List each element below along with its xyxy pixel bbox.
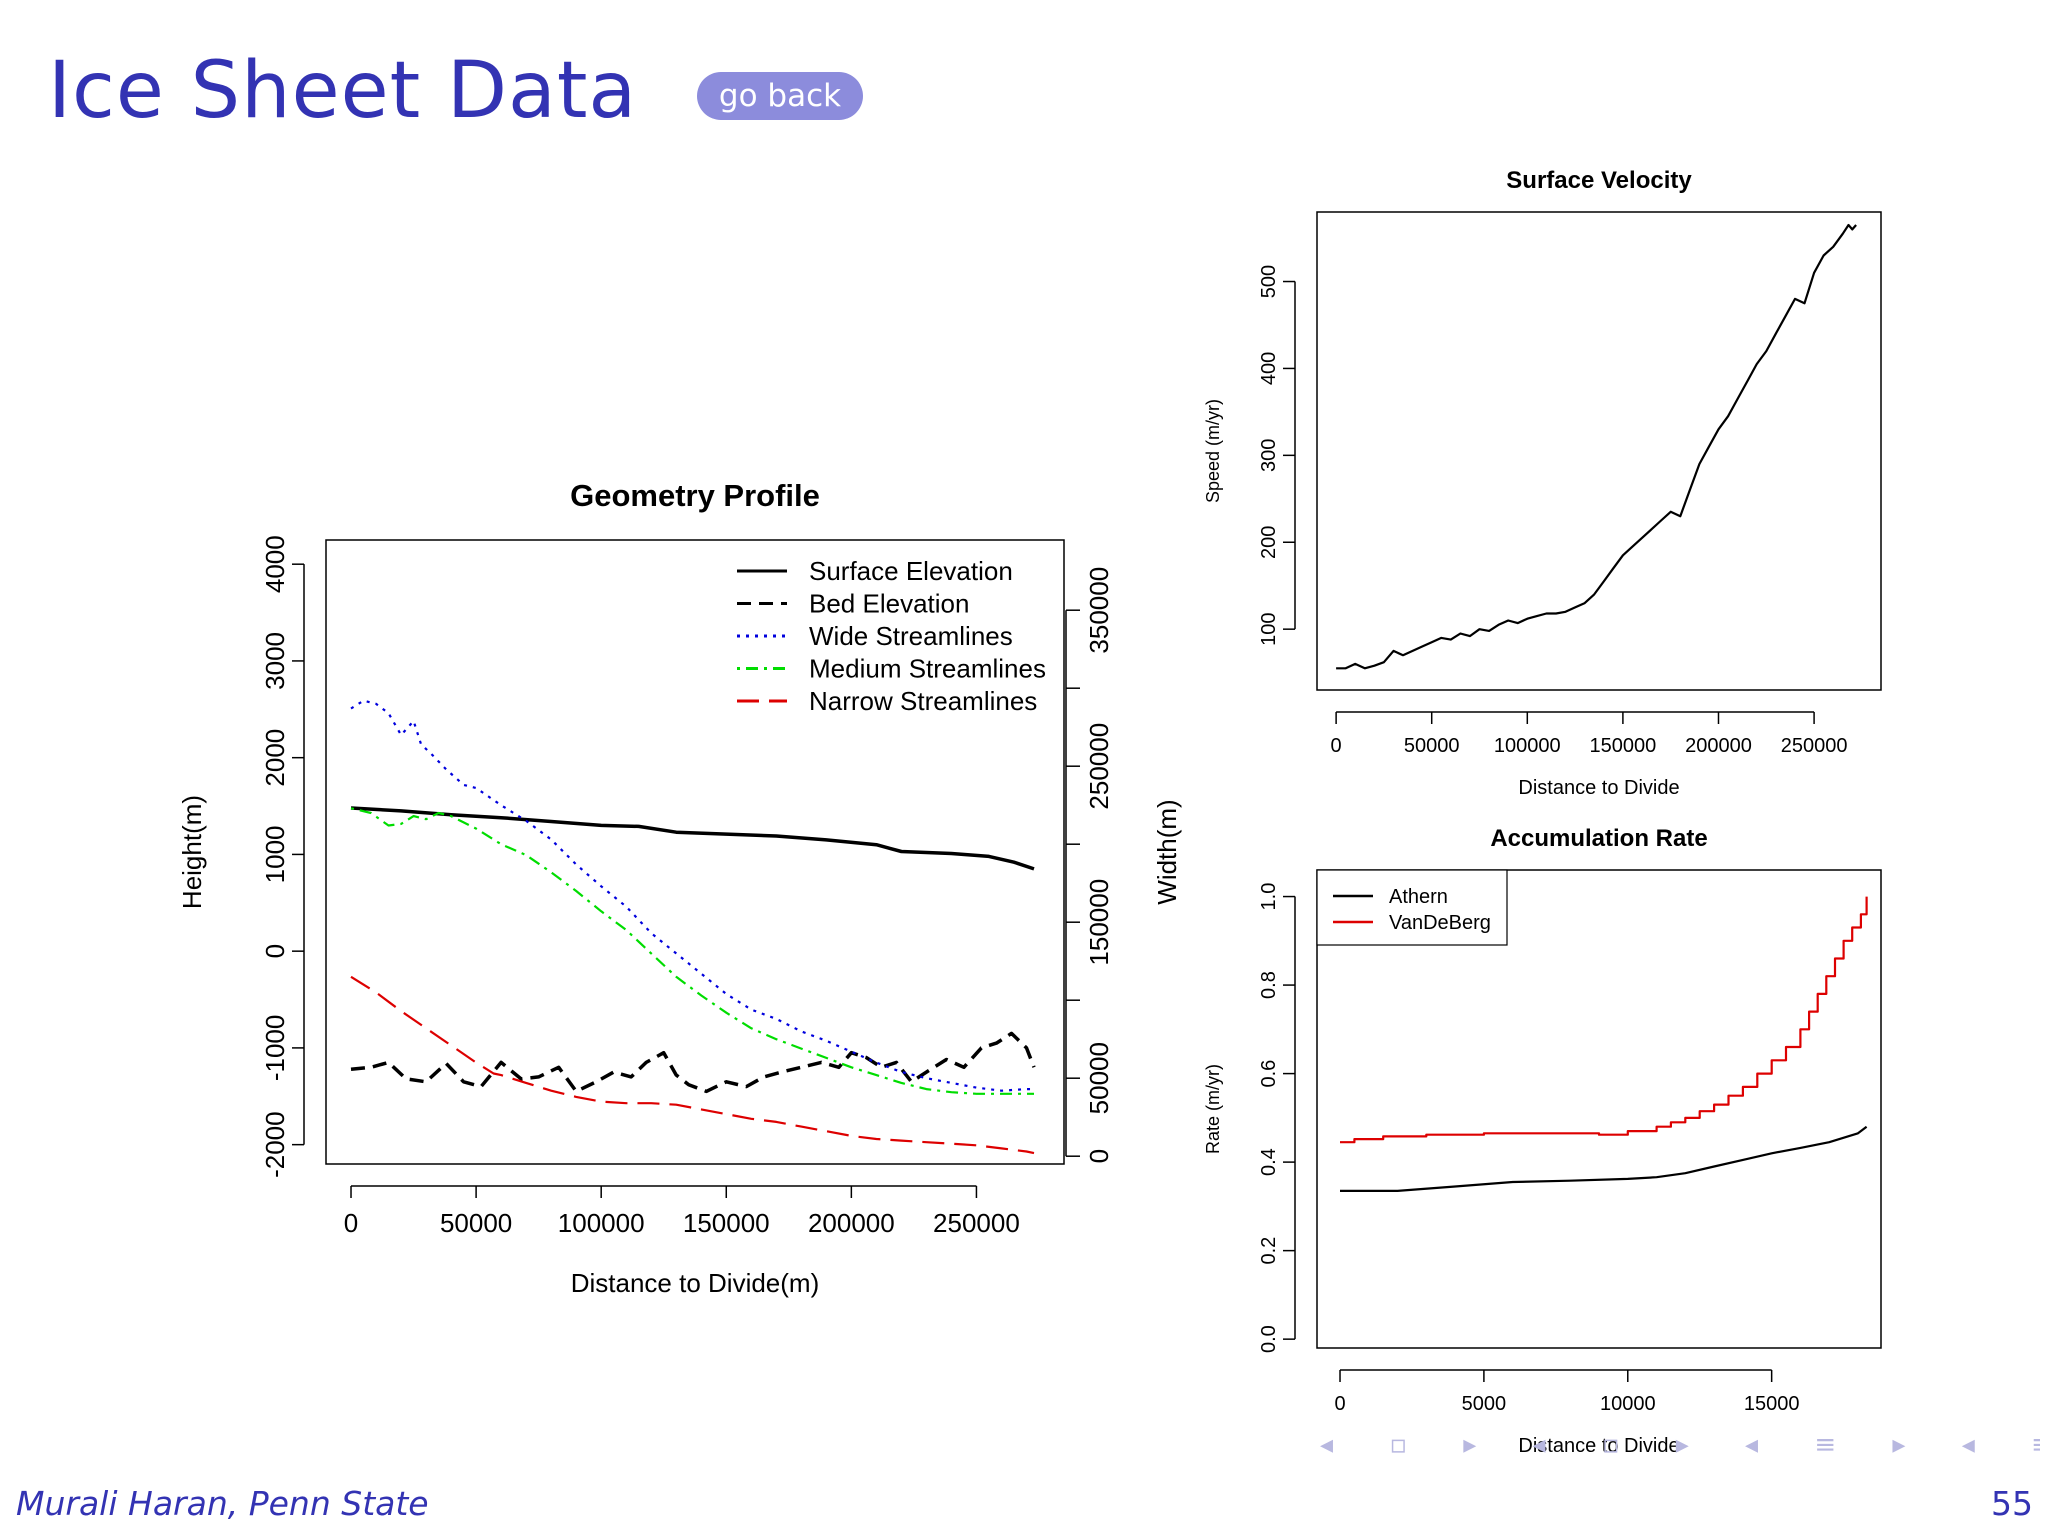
series-line-wide-streamlines (350, 699, 1034, 1092)
y-tick-label: 0 (260, 944, 290, 958)
x-tick-label: 0 (1331, 735, 1342, 757)
footer-author: Murali Haran, Penn State (16, 1484, 429, 1523)
x-tick-label: 150000 (1590, 735, 1657, 757)
x-axis-label: Distance to Divide(m) (571, 1268, 820, 1298)
y-tick-label: 0.2 (1258, 1237, 1280, 1265)
series-line-bed-elevation (350, 1031, 1036, 1094)
y-axis-label: Height(m) (177, 795, 207, 909)
y-tick-label: 400 (1258, 352, 1280, 385)
x-tick-label: 0 (1334, 1393, 1345, 1415)
plot-frame (325, 539, 1065, 1165)
y2-tick-label: 250000 (1084, 723, 1114, 810)
legend-label: Bed Elevation (809, 589, 969, 619)
series-line-0 (1336, 223, 1857, 670)
chart-1: Surface Velocity 0 50000 100000 150000 200000… (1203, 167, 1882, 799)
y-tick-label: 4000 (260, 535, 290, 593)
y-tick-label: -2000 (260, 1111, 290, 1178)
x-tick-label: 50000 (440, 1208, 512, 1238)
legend-label: VanDeBerg (1389, 912, 1491, 934)
y-axis-label: Speed (m/yr) (1203, 399, 1223, 503)
x-tick-label: 250000 (1781, 735, 1848, 757)
x-tick-label: 200000 (1685, 735, 1752, 757)
x-tick-label: 50000 (1404, 735, 1460, 757)
series-line-athern (1340, 1125, 1868, 1193)
y2-tick-label: 150000 (1084, 879, 1114, 966)
chart-2: Accumulation Rate 0 5000 10000 15000 Distance… (1203, 825, 1882, 1457)
x-axis-label: Distance to Divide (1518, 1435, 1679, 1457)
x-tick-label: 250000 (933, 1208, 1020, 1238)
y-tick-label: 300 (1258, 439, 1280, 472)
y-tick-label: 0.0 (1258, 1325, 1280, 1353)
chart-title: Accumulation Rate (1490, 825, 1707, 852)
x-tick-label: 5000 (1462, 1393, 1507, 1415)
series-line-surface-elevation (350, 806, 1035, 871)
y-tick-label: 0.8 (1258, 971, 1280, 999)
series-line-narrow-streamlines (350, 975, 1035, 1155)
y-tick-label: 100 (1258, 612, 1280, 645)
legend-label: Medium Streamlines (809, 654, 1046, 684)
beamer-navigation-symbols[interactable]: ◂ ▫ ▸ ◂ ▫ ▸ ◂ ≡ ▸ ◂ ≡ ▸ ≡ ↺ (1320, 1430, 2040, 1460)
legend-label: Wide Streamlines (809, 621, 1013, 651)
x-tick-label: 100000 (558, 1208, 645, 1238)
x-tick-label: 200000 (808, 1208, 895, 1238)
chart-title: Geometry Profile (570, 478, 820, 513)
y-tick-label: -1000 (260, 1015, 290, 1082)
y2-tick-label: 0 (1084, 1149, 1114, 1163)
y-tick-label: 0.4 (1258, 1148, 1280, 1176)
x-tick-label: 15000 (1744, 1393, 1800, 1415)
y2-tick-label: 50000 (1084, 1042, 1114, 1114)
y-tick-label: 1.0 (1258, 883, 1280, 911)
y-tick-label: 3000 (260, 632, 290, 690)
legend-label: Athern (1389, 886, 1448, 908)
x-tick-label: 100000 (1494, 735, 1561, 757)
y-tick-label: 1000 (260, 825, 290, 883)
legend-box (1316, 869, 1508, 946)
y2-tick-label: 350000 (1084, 567, 1114, 654)
y-tick-label: 200 (1258, 526, 1280, 559)
x-tick-label: 0 (344, 1208, 358, 1238)
plot-frame (1316, 211, 1882, 691)
y-tick-label: 2000 (260, 729, 290, 787)
x-axis-label: Distance to Divide (1518, 777, 1679, 799)
page-number: 55 (1991, 1484, 2033, 1523)
chart-title: Surface Velocity (1506, 167, 1692, 194)
go-back-button[interactable]: go back (697, 72, 863, 120)
slide-title: Ice Sheet Data (48, 46, 638, 136)
legend-label: Narrow Streamlines (809, 686, 1037, 716)
y-axis-label: Rate (m/yr) (1203, 1064, 1223, 1154)
y-tick-label: 500 (1258, 265, 1280, 298)
x-tick-label: 150000 (683, 1208, 770, 1238)
y-tick-label: 0.6 (1258, 1060, 1280, 1088)
plot-frame (1316, 869, 1882, 1349)
legend-label: Surface Elevation (809, 556, 1013, 586)
x-tick-label: 10000 (1600, 1393, 1656, 1415)
series-line-vandeberg (1340, 896, 1868, 1144)
series-line-medium-streamlines (350, 807, 1034, 1095)
y2-axis-label: Width(m) (1152, 799, 1182, 904)
